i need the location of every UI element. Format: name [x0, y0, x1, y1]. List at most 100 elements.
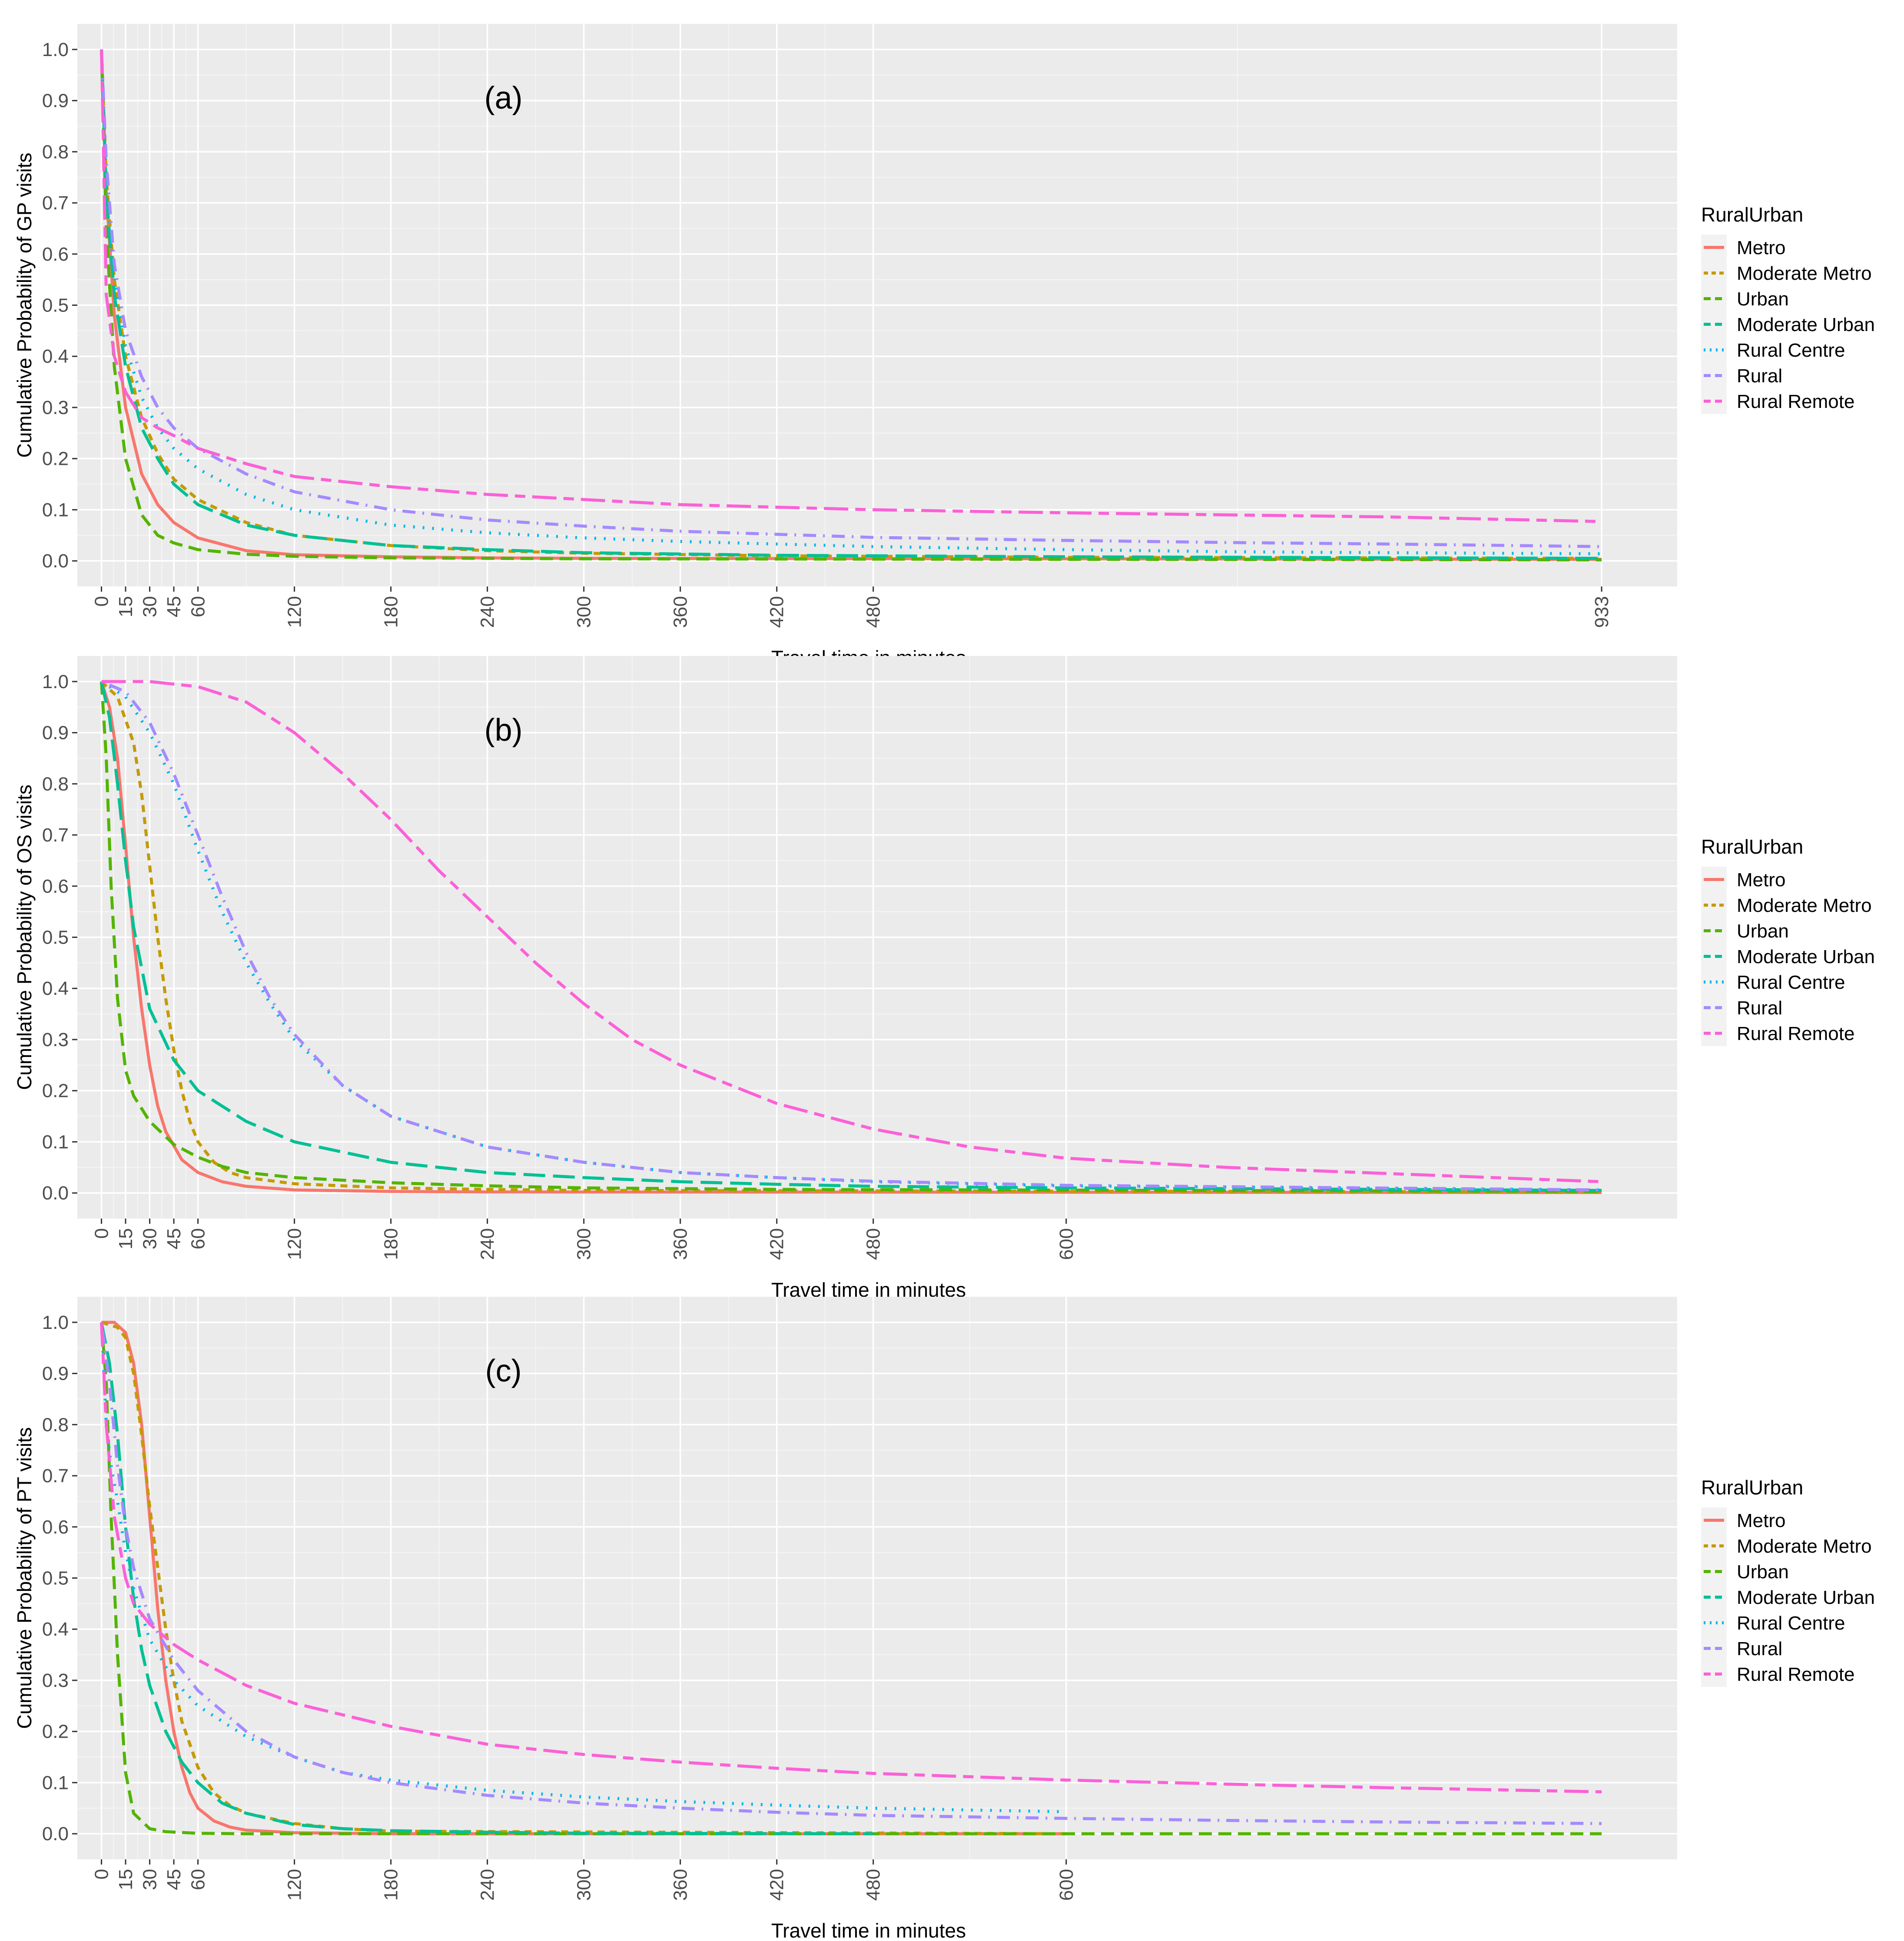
y-tick-label: 0.2: [42, 448, 69, 470]
legend-label: Rural Remote: [1737, 1023, 1854, 1044]
y-tick-label: 0.3: [42, 1670, 69, 1691]
y-axis-title: Cumulative Probability of OS visits: [13, 785, 36, 1090]
x-tick-label: 300: [574, 1869, 595, 1901]
x-tick-label: 480: [863, 596, 884, 628]
x-tick-label: 480: [863, 1228, 884, 1260]
legend-label: Rural Remote: [1737, 391, 1854, 412]
y-tick-label: 0.5: [42, 927, 69, 948]
y-tick-label: 1.0: [42, 671, 69, 692]
series-line-rural: [100, 1322, 1602, 1825]
x-tick-label: 240: [477, 1228, 498, 1260]
y-tick-label: 0.5: [42, 1568, 69, 1589]
legend-label: Moderate Urban: [1737, 1587, 1875, 1608]
series-line-urban: [100, 1322, 1602, 1835]
legend-label: Moderate Metro: [1737, 895, 1872, 916]
y-tick-label: 0.8: [42, 141, 69, 162]
legend-label: Rural Centre: [1737, 1613, 1845, 1634]
x-tick-label: 60: [188, 596, 209, 617]
x-tick-label: 30: [139, 1228, 161, 1249]
x-axis-title: Travel time in minutes: [771, 1919, 966, 1941]
y-tick-label: 0.2: [42, 1721, 69, 1742]
panel-label: (b): [484, 713, 523, 748]
x-tick-label: 300: [574, 1228, 595, 1260]
y-tick-label: 0.5: [42, 295, 69, 316]
y-tick-label: 0.6: [42, 244, 69, 265]
series-line-rural: [101, 680, 1602, 1192]
x-tick-label: 0: [91, 1228, 113, 1239]
x-tick-label: 15: [115, 1228, 136, 1249]
series-line-metro: [100, 681, 1602, 1194]
y-tick-label: 1.0: [42, 1312, 69, 1333]
y-tick-label: 0.0: [42, 550, 69, 572]
series-line-moderate-urban: [100, 49, 1602, 560]
y-tick-label: 0.1: [42, 1131, 69, 1153]
x-tick-label: 240: [477, 1869, 498, 1901]
x-tick-label: 45: [163, 1228, 185, 1249]
x-tick-label: 60: [188, 1228, 209, 1249]
legend-title: RuralUrban: [1701, 835, 1803, 858]
legend-label: Moderate Metro: [1737, 263, 1872, 284]
x-tick-label: 360: [670, 596, 691, 628]
x-tick-label: 45: [163, 1869, 185, 1890]
series-line-rural-remote: [100, 49, 1602, 523]
x-tick-label: 933: [1591, 596, 1612, 628]
legend-title: RuralUrban: [1701, 1476, 1803, 1499]
legend-label: Rural Centre: [1737, 972, 1845, 993]
x-tick-label: 360: [670, 1869, 691, 1901]
x-tick-label: 600: [1056, 1869, 1077, 1901]
series-line-rural: [100, 49, 1602, 548]
x-tick-label: 360: [670, 1228, 691, 1260]
x-tick-label: 120: [284, 596, 305, 628]
legend-label: Moderate Urban: [1737, 946, 1875, 967]
x-tick-label: 15: [115, 596, 136, 617]
legend-label: Urban: [1737, 288, 1789, 310]
x-tick-label: 600: [1056, 1228, 1077, 1260]
x-tick-label: 30: [139, 596, 161, 617]
y-tick-label: 0.4: [42, 978, 69, 999]
panel-3: 0.0 0.1 0.2 0.3 0.4 0.5 0.6 0.7 0.8 0.9 1.0 0 15 30 45…: [13, 1297, 1875, 1941]
x-tick-label: 480: [863, 1869, 884, 1901]
y-tick-label: 0.8: [42, 1414, 69, 1435]
y-tick-label: 0.2: [42, 1080, 69, 1102]
x-tick-label: 180: [381, 596, 402, 628]
y-tick-label: 0.4: [42, 346, 69, 367]
panel-1: 0.0 0.1 0.2 0.3 0.4 0.5 0.6 0.7 0.8 0.9 1.0 0 15 30 45…: [13, 24, 1875, 669]
series-line-rural-remote: [101, 680, 1602, 1183]
x-tick-label: 120: [284, 1869, 305, 1901]
series-line-rural-remote: [100, 1322, 1602, 1794]
panel-2: 0.0 0.1 0.2 0.3 0.4 0.5 0.6 0.7 0.8 0.9 1.0 0 15 30 45…: [13, 656, 1875, 1301]
y-tick-label: 0.7: [42, 1465, 69, 1487]
y-tick-label: 0.9: [42, 90, 69, 112]
legend-label: Metro: [1737, 1510, 1785, 1531]
y-tick-label: 0.1: [42, 1772, 69, 1793]
legend-label: Moderate Urban: [1737, 314, 1875, 335]
y-tick-label: 0.1: [42, 499, 69, 520]
y-tick-label: 0.9: [42, 722, 69, 744]
y-tick-label: 1.0: [42, 39, 69, 60]
x-tick-label: 240: [477, 596, 498, 628]
y-tick-label: 0.6: [42, 876, 69, 897]
x-tick-label: 300: [574, 596, 595, 628]
y-tick-label: 0.0: [42, 1823, 69, 1845]
series-line-metro: [101, 1321, 1066, 1835]
y-tick-label: 0.8: [42, 773, 69, 795]
legend-label: Rural Remote: [1737, 1664, 1854, 1685]
x-tick-label: 30: [139, 1869, 161, 1890]
series-line-rural-centre: [100, 49, 1602, 556]
legend-label: Rural Centre: [1737, 340, 1845, 361]
legend-label: Rural: [1737, 1638, 1782, 1659]
panel-label: (a): [484, 81, 523, 116]
y-tick-label: 0.0: [42, 1182, 69, 1204]
legend-label: Rural: [1737, 365, 1782, 387]
x-tick-label: 45: [163, 596, 185, 617]
legend-label: Moderate Metro: [1737, 1536, 1872, 1557]
x-tick-label: 15: [115, 1869, 136, 1890]
legend-label: Metro: [1737, 237, 1785, 258]
panel-label: (c): [485, 1354, 522, 1388]
y-axis-title: Cumulative Probability of PT visits: [13, 1427, 36, 1729]
legend-label: Urban: [1737, 1561, 1789, 1583]
x-tick-label: 180: [381, 1228, 402, 1260]
legend-label: Metro: [1737, 869, 1785, 891]
legend-label: Rural: [1737, 997, 1782, 1019]
